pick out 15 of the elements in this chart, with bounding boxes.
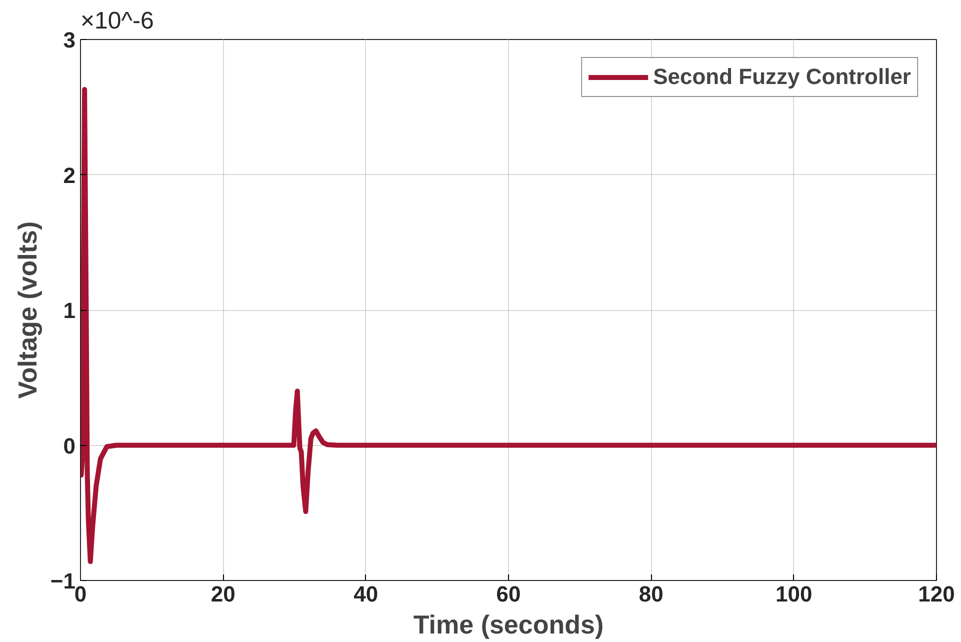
x-tick-label: 60 [496, 582, 521, 606]
x-tick-label: 80 [638, 582, 664, 606]
y-axis-title: Voltage (volts) [12, 221, 42, 399]
x-tick-label: 40 [354, 582, 378, 606]
x-axis-title: Time (seconds) [413, 610, 604, 640]
y-tick-label: 3 [63, 28, 76, 52]
y-tick-label: 0 [63, 433, 76, 458]
x-tick-label: 120 [918, 582, 955, 606]
x-tick-label: 100 [775, 582, 812, 606]
y-tick-label: 1 [63, 298, 76, 323]
y-tick-label: −1 [50, 568, 76, 594]
legend-label: Second Fuzzy Controller [653, 64, 911, 90]
y-tick-label: 2 [63, 162, 76, 188]
text: ×10^-6 [80, 8, 154, 34]
x-tick-label: 20 [210, 582, 236, 606]
